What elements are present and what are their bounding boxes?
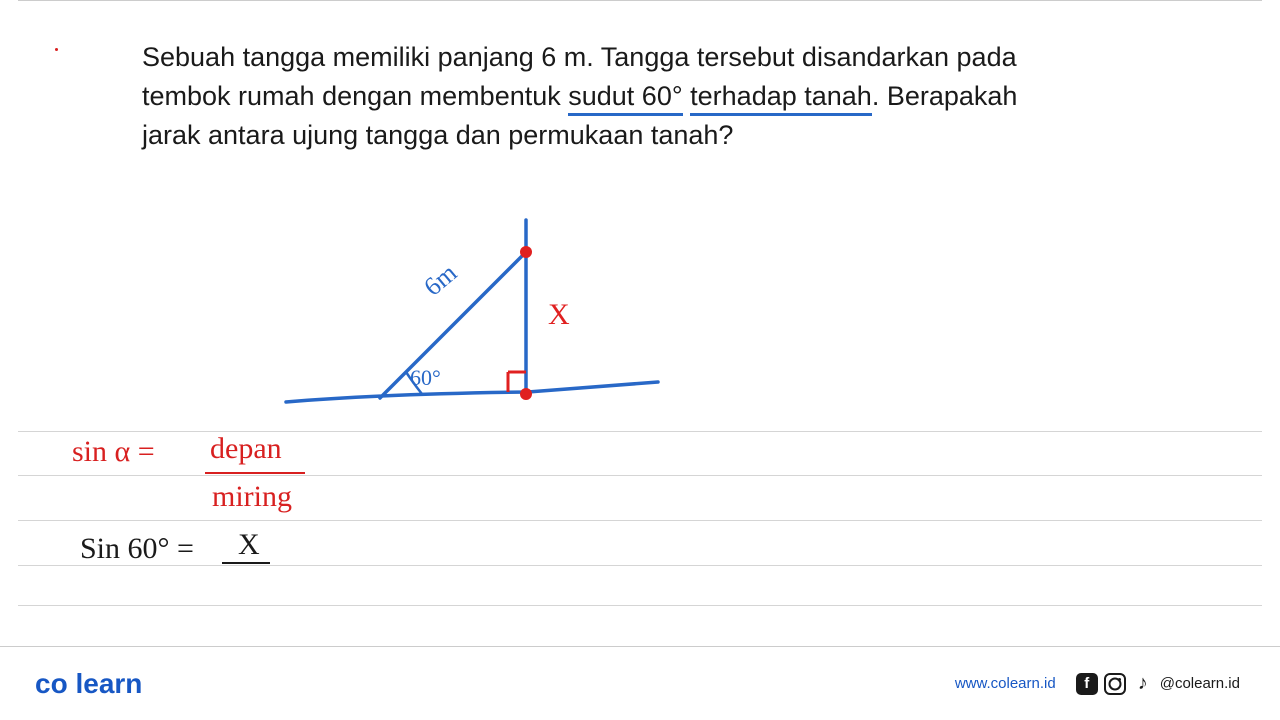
facebook-icon[interactable]: f [1076, 673, 1098, 695]
label-60: 60° [410, 365, 441, 390]
hw-sin-alpha: sin α = [72, 435, 155, 468]
label-6m: 6m [418, 258, 462, 302]
ruled-line [18, 431, 1262, 432]
problem-line3: jarak antara ujung tangga dan permukaan … [142, 120, 733, 150]
hw-fraction-bar-1 [205, 472, 305, 474]
ruled-line [18, 520, 1262, 521]
ruled-line [18, 475, 1262, 476]
hw-miring: miring [212, 480, 292, 513]
instagram-icon[interactable] [1104, 673, 1126, 695]
social-handle: @colearn.id [1160, 675, 1240, 692]
underline-tanah: terhadap tanah [690, 81, 872, 116]
hw-x: X [238, 528, 260, 561]
footer: co learn www.colearn.id f ♪ @colearn.id [0, 646, 1280, 720]
social-links: f ♪ @colearn.id [1076, 673, 1240, 695]
logo-learn: learn [75, 668, 142, 699]
hw-depan: depan [210, 432, 282, 465]
label-x: X [548, 298, 570, 331]
hw-fraction-bar-2 [222, 562, 270, 564]
ground-line [286, 382, 658, 402]
underline-sudut: sudut 60° [568, 81, 682, 116]
bottom-vertex-dot [520, 388, 532, 400]
problem-line2-after: . Berapakah [872, 81, 1018, 111]
top-vertex-dot [520, 246, 532, 258]
red-pointer-dot [55, 48, 58, 51]
hw-sin-60: Sin 60° = [80, 532, 194, 565]
ruled-line [18, 565, 1262, 566]
ruled-line [18, 605, 1262, 606]
problem-line1: Sebuah tangga memiliki panjang 6 m. Tang… [142, 42, 1017, 72]
problem-text: Sebuah tangga memiliki panjang 6 m. Tang… [142, 38, 1102, 155]
footer-right: www.colearn.id f ♪ @colearn.id [955, 673, 1240, 695]
tiktok-icon[interactable]: ♪ [1132, 673, 1154, 695]
problem-line2-before: tembok rumah dengan membentuk [142, 81, 568, 111]
top-border [18, 0, 1262, 1]
logo-co: co [35, 668, 68, 699]
triangle-diagram: 6m 60° X [278, 212, 678, 422]
logo: co learn [35, 668, 142, 700]
website-link[interactable]: www.colearn.id [955, 675, 1056, 692]
